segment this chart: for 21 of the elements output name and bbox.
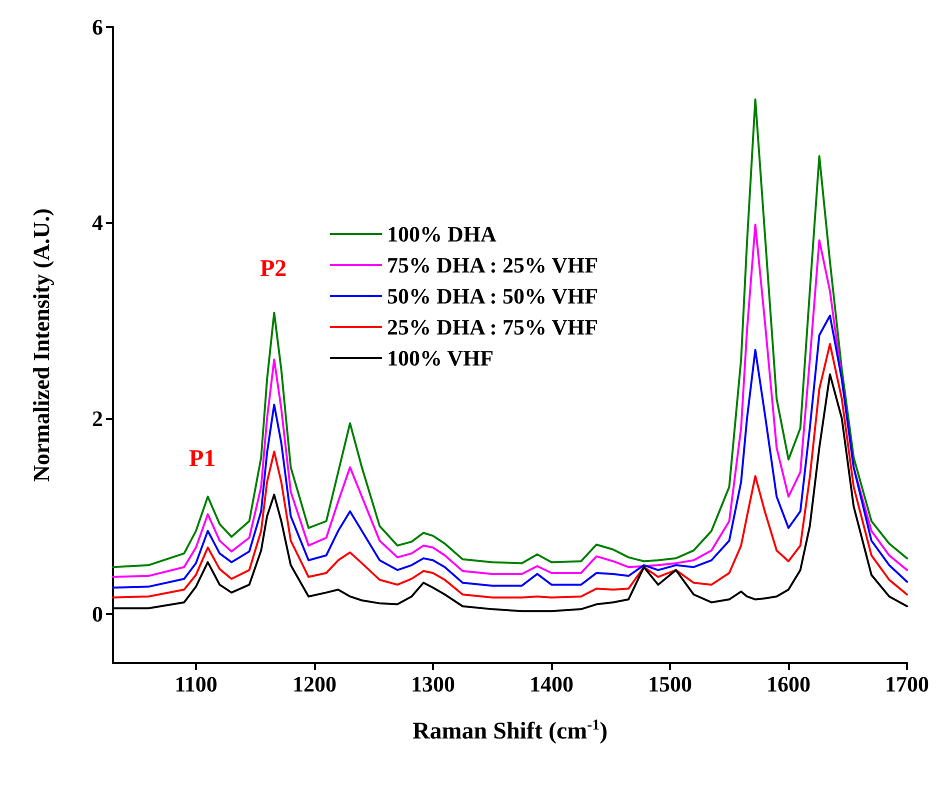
legend-label: 100% VHF [387, 346, 494, 370]
x-tick-label: 1200 [292, 672, 336, 696]
x-tick-label: 1500 [648, 672, 692, 696]
y-tick-label: 6 [92, 14, 103, 40]
legend-label: 100% DHA [387, 222, 496, 246]
x-tick-label: 1100 [174, 672, 218, 696]
legend-label: 50% DHA : 50% VHF [387, 284, 598, 308]
line-series [112, 224, 908, 578]
annotation: P2 [260, 256, 287, 282]
legend-label: 75% DHA : 25% VHF [387, 252, 598, 278]
line-series [112, 98, 908, 568]
legend-label: 25% DHA : 75% VHF [387, 314, 598, 340]
y-tick-label: 0 [92, 602, 103, 627]
x-tick-label: 1700 [885, 672, 929, 696]
y-axis-title: Normalized Intensity (A.U.) [29, 208, 54, 482]
x-tick-label: 1600 [766, 672, 810, 696]
annotation: P1 [189, 446, 216, 472]
y-tick-label: 4 [92, 210, 103, 236]
x-tick-label: 1300 [410, 672, 455, 696]
x-tick-label: 1400 [529, 672, 574, 696]
y-tick-label: 2 [92, 406, 103, 431]
